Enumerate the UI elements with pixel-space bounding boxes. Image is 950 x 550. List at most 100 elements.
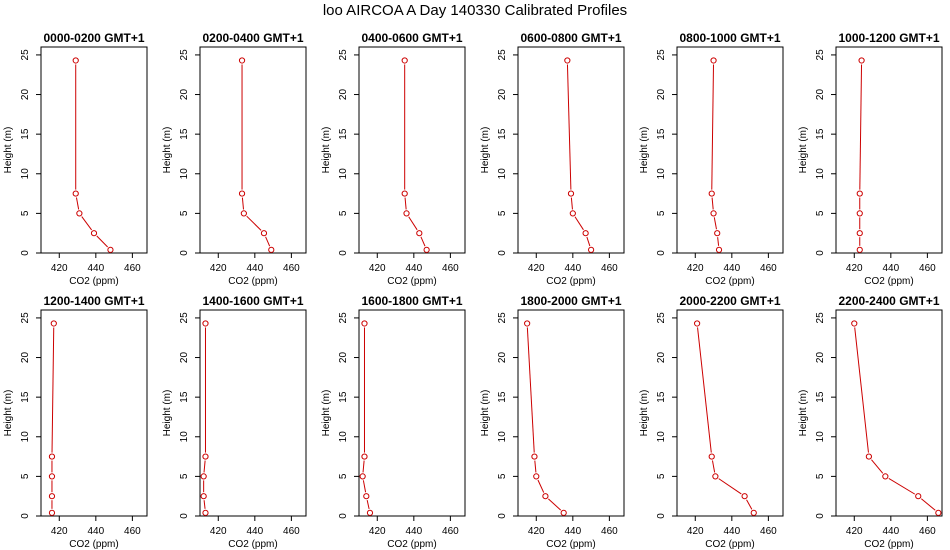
panel-title: 0600-0800 GMT+1 bbox=[520, 31, 621, 45]
profile-line-segment bbox=[711, 64, 714, 190]
profile-panel-2: 0400-0600 GMT+1 420 440 460 0 5 10 15 20 25 CO2 (p… bbox=[321, 31, 466, 287]
y-tick-label: 5 bbox=[815, 210, 826, 216]
profile-panel-5: 1000-1200 GMT+1 420 440 460 0 5 10 15 20 25 CO2 (p… bbox=[798, 31, 943, 287]
x-axis-label: CO2 (ppm) bbox=[864, 276, 913, 287]
x-tick-label: 420 bbox=[528, 526, 545, 537]
data-point bbox=[202, 320, 209, 327]
plot-frame bbox=[40, 309, 148, 517]
profile-line-segment bbox=[566, 64, 572, 190]
y-tick-label: 0 bbox=[20, 513, 31, 519]
plot-frame bbox=[835, 309, 943, 517]
data-point bbox=[403, 210, 410, 217]
x-axis-label: CO2 (ppm) bbox=[546, 539, 595, 550]
y-tick-label: 0 bbox=[656, 250, 667, 256]
data-point bbox=[750, 509, 757, 516]
x-axis-label: CO2 (ppm) bbox=[705, 276, 754, 287]
y-tick-label: 25 bbox=[338, 49, 349, 61]
profile-line-segment bbox=[246, 215, 262, 231]
y-tick-label: 20 bbox=[815, 352, 826, 364]
x-tick-label: 420 bbox=[687, 526, 704, 537]
profile-line-segment bbox=[362, 460, 365, 473]
x-tick-label: 460 bbox=[283, 263, 300, 274]
profile-line-segment bbox=[75, 197, 80, 210]
y-tick-label: 20 bbox=[20, 89, 31, 101]
x-tick-label: 460 bbox=[283, 526, 300, 537]
y-tick-label: 15 bbox=[338, 391, 349, 403]
profile-panel-8: 1600-1800 GMT+1 420 440 460 0 5 10 15 20 25 CO2 (p… bbox=[321, 294, 466, 550]
data-point bbox=[542, 493, 549, 500]
x-tick-label: 440 bbox=[87, 263, 104, 274]
plot-frame bbox=[676, 309, 784, 517]
y-axis-label: Height (m) bbox=[321, 390, 332, 437]
y-axis-label: Height (m) bbox=[639, 390, 650, 437]
y-tick-label: 25 bbox=[815, 312, 826, 324]
y-axis-label: Height (m) bbox=[798, 390, 809, 437]
y-tick-label: 15 bbox=[338, 128, 349, 140]
plot-frame bbox=[517, 309, 625, 517]
y-tick-label: 25 bbox=[656, 312, 667, 324]
data-point bbox=[401, 190, 408, 197]
panel-title: 0800-1000 GMT+1 bbox=[679, 31, 780, 45]
panel-title: 1000-1200 GMT+1 bbox=[838, 31, 939, 45]
panel-title: 1200-1400 GMT+1 bbox=[43, 294, 144, 308]
x-axis-label: CO2 (ppm) bbox=[864, 539, 913, 550]
y-tick-label: 15 bbox=[656, 391, 667, 403]
x-tick-label: 420 bbox=[846, 526, 863, 537]
y-tick-label: 10 bbox=[815, 431, 826, 443]
profile-panel-0: 0000-0200 GMT+1 420 440 460 0 5 10 15 20 25 CO2 (p… bbox=[3, 31, 148, 287]
y-tick-label: 25 bbox=[179, 49, 190, 61]
y-tick-label: 20 bbox=[656, 352, 667, 364]
x-tick-label: 440 bbox=[246, 526, 263, 537]
data-point bbox=[76, 210, 83, 217]
plot-frame bbox=[517, 46, 625, 254]
y-tick-label: 10 bbox=[497, 431, 508, 443]
panel-title: 2200-2400 GMT+1 bbox=[838, 294, 939, 308]
y-tick-label: 10 bbox=[20, 431, 31, 443]
y-tick-label: 15 bbox=[20, 128, 31, 140]
data-point bbox=[48, 473, 56, 480]
data-point bbox=[238, 57, 246, 64]
data-point bbox=[708, 453, 715, 460]
data-point bbox=[202, 509, 209, 516]
x-axis-label: CO2 (ppm) bbox=[228, 276, 277, 287]
data-point bbox=[361, 320, 368, 327]
data-point bbox=[564, 57, 571, 64]
y-axis-label: Height (m) bbox=[3, 390, 14, 437]
y-tick-label: 5 bbox=[20, 473, 31, 479]
y-tick-label: 5 bbox=[656, 473, 667, 479]
panel-title: 0400-0600 GMT+1 bbox=[361, 31, 462, 45]
panel-title: 0200-0400 GMT+1 bbox=[202, 31, 303, 45]
profile-line-segment bbox=[586, 236, 591, 247]
data-point bbox=[238, 190, 246, 197]
profile-line-segment bbox=[854, 327, 869, 453]
profile-line-segment bbox=[203, 460, 206, 473]
profile-line-segment bbox=[408, 216, 418, 231]
data-point bbox=[856, 230, 863, 237]
x-tick-label: 420 bbox=[210, 526, 227, 537]
profile-line-segment bbox=[265, 236, 271, 247]
x-tick-label: 420 bbox=[846, 263, 863, 274]
data-point bbox=[741, 493, 748, 500]
plot-frame bbox=[199, 309, 307, 517]
y-axis-label: Height (m) bbox=[321, 127, 332, 174]
data-point bbox=[107, 246, 114, 253]
y-tick-label: 10 bbox=[815, 168, 826, 180]
profile-line-segment bbox=[570, 197, 573, 210]
x-axis-label: CO2 (ppm) bbox=[228, 539, 277, 550]
data-point bbox=[560, 509, 567, 516]
data-point bbox=[260, 230, 268, 237]
x-tick-label: 440 bbox=[564, 526, 581, 537]
y-tick-label: 0 bbox=[179, 250, 190, 256]
profile-line-segment bbox=[96, 235, 108, 248]
profile-line-segment bbox=[362, 480, 367, 493]
y-axis-label: Height (m) bbox=[162, 127, 173, 174]
y-tick-label: 0 bbox=[497, 513, 508, 519]
profile-line-segment bbox=[921, 498, 936, 511]
profile-line-segment bbox=[241, 197, 244, 210]
y-tick-label: 10 bbox=[179, 168, 190, 180]
data-point bbox=[714, 230, 721, 237]
y-axis-label: Height (m) bbox=[3, 127, 14, 174]
y-tick-label: 0 bbox=[338, 250, 349, 256]
data-point bbox=[90, 230, 98, 237]
data-point bbox=[48, 493, 56, 500]
